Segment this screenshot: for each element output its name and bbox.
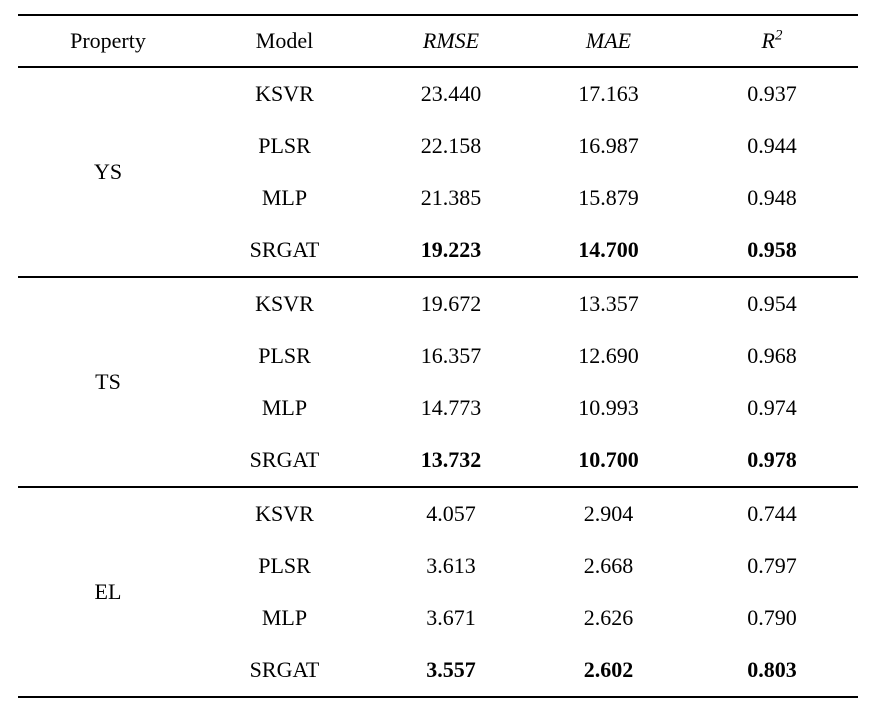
rmse-value: 19.672 — [371, 276, 531, 330]
r2-value: 0.974 — [747, 395, 797, 420]
rmse-value: 22.158 — [420, 133, 482, 158]
model-name: MLP — [261, 395, 308, 420]
rmse-value: 21.385 — [420, 185, 482, 210]
model-performance-table: Property Model RMSE MAE R2 YS KSVR 23.44… — [18, 14, 858, 698]
model-name: PLSR — [258, 133, 311, 158]
column-header-model: Model — [198, 15, 371, 68]
r2-base: R — [761, 28, 775, 53]
r2-value: 0.968 — [747, 343, 797, 368]
column-header-rmse: RMSE — [371, 15, 531, 68]
mae-value: 2.626 — [583, 605, 634, 630]
mae-value: 16.987 — [578, 133, 639, 158]
table-row: MLP 3.671 2.626 0.790 — [18, 592, 858, 644]
property-label-ys: YS — [93, 159, 123, 184]
mae-value: 15.879 — [578, 185, 639, 210]
r2-value-best: 0.803 — [747, 657, 797, 682]
r2-value: 0.797 — [747, 553, 797, 578]
column-header-property: Property — [18, 15, 198, 68]
model-name: PLSR — [258, 343, 311, 368]
column-header-r2: R2 — [686, 15, 858, 68]
rmse-value-best: 3.557 — [426, 657, 476, 682]
model-name: SRGAT — [249, 447, 320, 472]
mae-value: 17.163 — [578, 81, 639, 106]
r2-value-best: 0.958 — [747, 237, 797, 262]
rmse-value: 23.440 — [420, 81, 482, 106]
table-row: TS KSVR 19.672 13.357 0.954 — [18, 276, 858, 487]
group-ys: YS KSVR 23.440 17.163 0.937 PLSR 22.158 … — [18, 67, 858, 277]
property-label-el: EL — [18, 486, 198, 697]
rmse-value-best: 19.223 — [420, 237, 482, 262]
table-row: SRGAT 13.732 10.700 0.978 — [18, 434, 858, 487]
header-row: Property Model RMSE MAE R2 — [18, 15, 858, 68]
table-row: YS KSVR 23.440 17.163 0.937 — [18, 67, 858, 183]
mae-value-best: 14.700 — [578, 237, 639, 262]
model-name: MLP — [261, 185, 308, 210]
model-name: KSVR — [198, 276, 371, 330]
column-header-mae: MAE — [531, 15, 686, 68]
table-row: MLP 14.773 10.993 0.974 — [18, 382, 858, 434]
mae-value-best: 2.602 — [583, 657, 634, 682]
model-name: PLSR — [258, 553, 311, 578]
table-row: SRGAT 19.223 14.700 0.958 — [18, 224, 858, 277]
model-name: KSVR — [255, 81, 314, 106]
mae-value: 12.690 — [578, 343, 639, 368]
r2-value: 0.937 — [747, 81, 797, 106]
group-ts: TS KSVR 19.672 13.357 0.954 PLSR 16.357 … — [18, 276, 858, 487]
mae-value-best: 10.700 — [578, 447, 639, 472]
table-row: PLSR 3.613 2.668 0.797 — [18, 540, 858, 592]
rmse-value-best: 13.732 — [420, 447, 482, 472]
rmse-value: 3.613 — [426, 553, 476, 578]
table-row: EL KSVR 4.057 2.904 0.744 — [18, 486, 858, 697]
r2-value: 0.944 — [747, 133, 797, 158]
property-label-ts: TS — [18, 276, 198, 487]
rmse-value: 14.773 — [420, 395, 482, 420]
r2-value: 0.744 — [686, 486, 858, 540]
mae-value: 2.904 — [531, 486, 686, 540]
r2-value: 0.954 — [686, 276, 858, 330]
group-el: EL KSVR 4.057 2.904 0.744 PLSR 3.613 2.6… — [18, 486, 858, 697]
rmse-value: 4.057 — [371, 486, 531, 540]
table-header: Property Model RMSE MAE R2 — [18, 15, 858, 68]
rmse-value: 3.671 — [426, 605, 476, 630]
mae-value: 2.668 — [583, 553, 634, 578]
model-name: SRGAT — [249, 237, 320, 262]
table-row: PLSR 16.357 12.690 0.968 — [18, 330, 858, 382]
rmse-value: 16.357 — [420, 343, 482, 368]
r2-value: 0.790 — [747, 605, 797, 630]
model-name: MLP — [261, 605, 308, 630]
mae-value: 13.357 — [531, 276, 686, 330]
r2-value: 0.948 — [747, 185, 797, 210]
model-name: KSVR — [198, 486, 371, 540]
r2-value-best: 0.978 — [747, 447, 797, 472]
r2-superscript: 2 — [774, 27, 783, 44]
table-row: MLP 21.385 15.879 0.948 — [18, 172, 858, 224]
model-name: SRGAT — [249, 657, 320, 682]
table-row: PLSR 22.158 16.987 0.944 — [18, 120, 858, 172]
mae-value: 10.993 — [578, 395, 639, 420]
table-row: SRGAT 3.557 2.602 0.803 — [18, 644, 858, 697]
